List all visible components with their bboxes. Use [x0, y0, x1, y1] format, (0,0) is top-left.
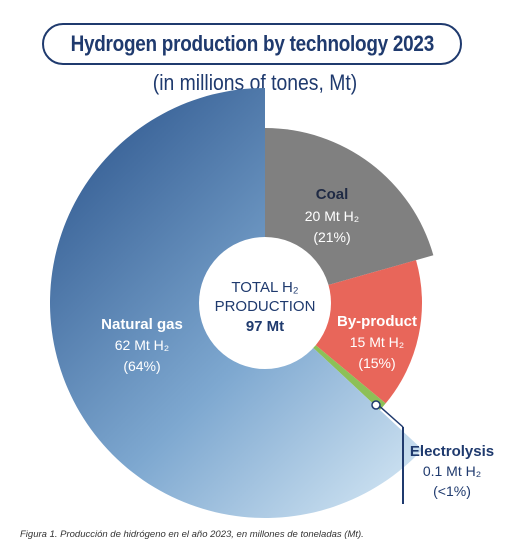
chart-title: Hydrogen production by technology 2023 — [70, 31, 434, 56]
electrolysis-value-label: 0.1 Mt H₂ — [423, 463, 481, 479]
byproduct-percent-label: (15%) — [358, 355, 395, 371]
byproduct-name-label: By-product — [337, 313, 417, 330]
naturalgas-value-label: 62 Mt H₂ — [115, 337, 169, 353]
byproduct-value-label: 15 Mt H₂ — [350, 334, 404, 350]
electrolysis-percent-label: (<1%) — [433, 483, 471, 499]
coal-name-label: Coal — [316, 186, 349, 203]
coal-percent-label: (21%) — [313, 229, 350, 245]
naturalgas-name-label: Natural gas — [101, 316, 183, 333]
electrolysis-name-label: Electrolysis — [410, 443, 494, 460]
center-circle — [199, 237, 331, 369]
figure-caption: Figura 1. Producción de hidrógeno en el … — [20, 529, 364, 540]
center-label-line2: PRODUCTION — [215, 298, 316, 315]
electrolysis-marker — [371, 400, 381, 410]
electrolysis-leader-line — [376, 403, 404, 428]
center-total: 97 Mt — [246, 318, 284, 335]
naturalgas-percent-label: (64%) — [123, 358, 160, 374]
center-label-line1: TOTAL H₂ — [231, 279, 298, 296]
title-pill: Hydrogen production by technology 2023 — [42, 23, 462, 65]
coal-value-label: 20 Mt H₂ — [305, 208, 359, 224]
